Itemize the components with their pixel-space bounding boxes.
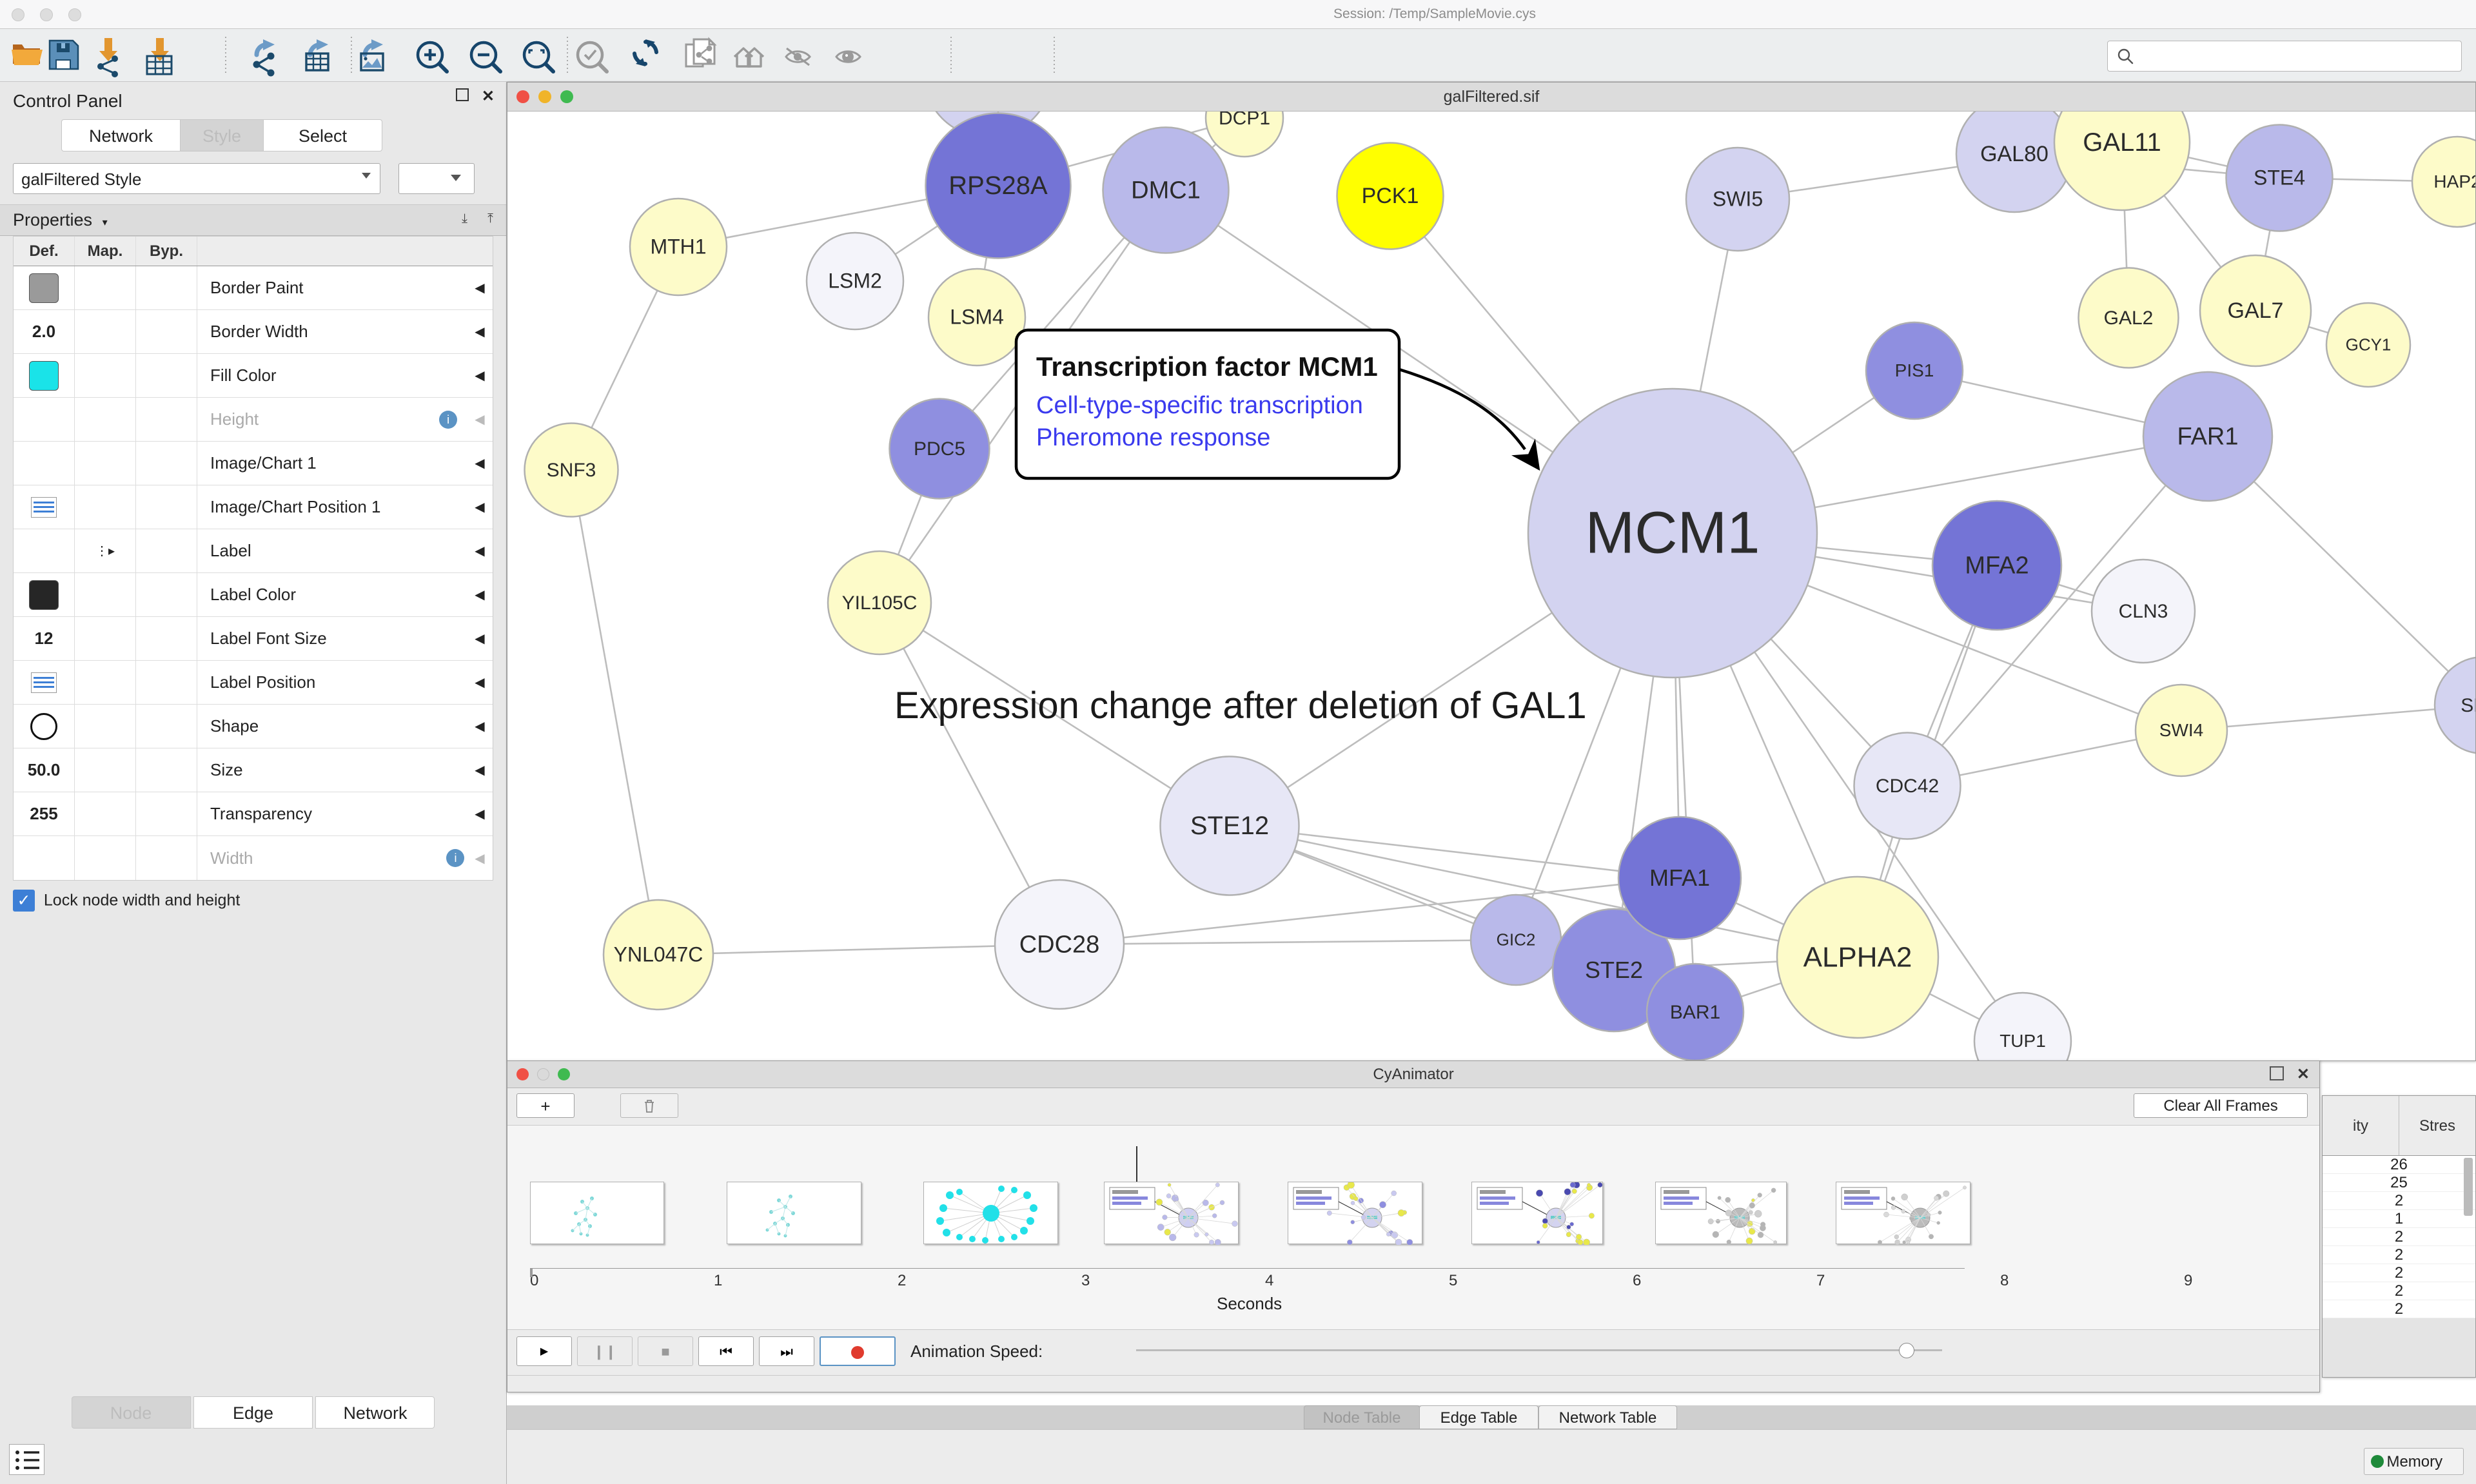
svg-text:YNL047C: YNL047C: [614, 943, 703, 966]
svg-text:MTH1: MTH1: [650, 235, 706, 259]
svg-text:PCK1: PCK1: [1362, 184, 1419, 208]
svg-text:SWI5: SWI5: [1713, 188, 1763, 211]
svg-text:Pheromone response: Pheromone response: [1036, 424, 1270, 451]
svg-text:PDC5: PDC5: [914, 438, 965, 460]
svg-text:CLN3: CLN3: [2119, 601, 2168, 622]
svg-text:FAR1: FAR1: [2177, 424, 2238, 451]
svg-text:RPS28A: RPS28A: [948, 171, 1048, 200]
svg-text:LSM4: LSM4: [950, 306, 1004, 329]
svg-text:GAL2: GAL2: [2104, 308, 2154, 329]
svg-text:DMC1: DMC1: [1131, 177, 1201, 204]
svg-text:SNF3: SNF3: [547, 460, 596, 481]
svg-text:STE2: STE2: [1585, 957, 1643, 983]
svg-text:Expression change after deleti: Expression change after deletion of GAL1: [894, 685, 1587, 727]
svg-text:STE4: STE4: [2254, 166, 2305, 190]
svg-text:LSM2: LSM2: [828, 269, 882, 293]
svg-text:CDC28: CDC28: [1019, 932, 1100, 959]
svg-text:PIS1: PIS1: [1895, 360, 1934, 380]
svg-text:DCP1: DCP1: [1219, 112, 1270, 129]
svg-text:SWI4: SWI4: [2159, 720, 2203, 740]
svg-text:MCM1: MCM1: [1586, 500, 1760, 565]
svg-text:HAP2: HAP2: [2433, 171, 2476, 191]
svg-text:GCY1: GCY1: [2346, 335, 2392, 355]
svg-text:Cell-type-specific transcripti: Cell-type-specific transcription: [1036, 392, 1363, 419]
svg-text:CDC42: CDC42: [1876, 776, 1939, 797]
svg-text:TUP1: TUP1: [1999, 1031, 2046, 1051]
svg-text:GAL80: GAL80: [1980, 142, 2049, 166]
svg-text:GAL7: GAL7: [2228, 298, 2284, 323]
svg-text:SLT2: SLT2: [2461, 695, 2476, 716]
svg-text:MFA1: MFA1: [1649, 864, 1710, 891]
svg-text:Transcription factor MCM1: Transcription factor MCM1: [1036, 351, 1378, 382]
svg-text:BAR1: BAR1: [1670, 1002, 1720, 1023]
svg-text:ALPHA2: ALPHA2: [1803, 942, 1912, 973]
svg-text:GIC2: GIC2: [1497, 930, 1536, 950]
svg-text:YIL105C: YIL105C: [842, 592, 918, 614]
svg-text:GAL11: GAL11: [2083, 128, 2161, 157]
svg-text:STE12: STE12: [1190, 812, 1269, 840]
svg-text:MFA2: MFA2: [1965, 552, 2029, 580]
